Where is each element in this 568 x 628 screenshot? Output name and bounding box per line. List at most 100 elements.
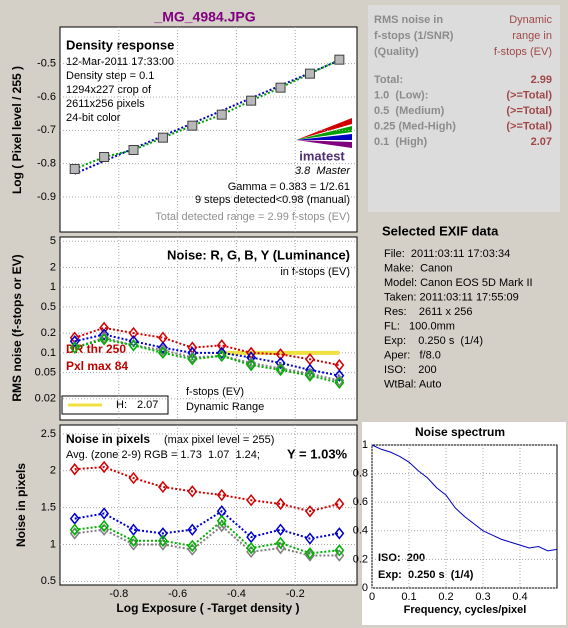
pixel-max: Pxl max 84 <box>66 359 128 373</box>
exif-line: WtBal: Auto <box>384 378 441 390</box>
marker <box>334 54 345 65</box>
marker <box>275 497 286 511</box>
exif-line: ISO: 200 <box>384 364 437 376</box>
summary-label: 0.1 (High) <box>374 136 428 148</box>
exif-line: File: 2011:03:11 17:03:34 <box>384 248 510 260</box>
marker <box>187 120 198 131</box>
y-tick-label: 5 <box>50 235 56 247</box>
panel-title: Noise in pixels <box>66 432 150 446</box>
y-tick-label: 0.05 <box>35 367 56 379</box>
exif-line: Res: 2611 x 256 <box>384 306 472 318</box>
marker <box>334 527 345 540</box>
legend-label: H: <box>116 399 127 411</box>
y-tick-label: 0.1 <box>41 347 56 359</box>
marker <box>304 505 315 518</box>
marker <box>334 549 345 562</box>
range-text: Total detected range = 2.99 f-stops (EV) <box>155 211 350 223</box>
avg-text: Avg. (zone 2-9) RGB = 1.73 1.07 1.24; <box>66 449 260 461</box>
note: 24-bit color <box>66 112 121 124</box>
marker <box>304 532 315 545</box>
series-line <box>371 444 558 552</box>
marker <box>304 68 315 79</box>
x-tick-label: 0.1 <box>401 591 416 603</box>
marker <box>334 544 345 557</box>
x-tick-label: 0.3 <box>475 591 490 603</box>
marker <box>99 507 110 520</box>
series-line <box>74 510 340 540</box>
summary-header: (Quality) <box>374 46 419 58</box>
logo-wedge <box>296 134 352 140</box>
summary-value: (>=Total) <box>506 105 552 117</box>
marker <box>157 132 168 143</box>
y-tick-label: 1 <box>50 281 56 293</box>
marker <box>187 539 198 553</box>
marker <box>157 343 168 357</box>
y-tick-label: 0 <box>362 582 368 594</box>
marker <box>69 341 80 354</box>
y-tick-label: 0.8 <box>353 468 368 480</box>
version: 3.8 Master <box>295 165 351 177</box>
summary-label: 0.25 (Med-High) <box>374 120 456 132</box>
series-line <box>74 326 340 367</box>
marker <box>187 353 198 366</box>
marker <box>334 376 345 389</box>
y-tick-label: 1 <box>50 538 56 550</box>
y-tick-label: 1.5 <box>41 501 56 513</box>
marker <box>334 369 345 382</box>
marker <box>99 333 110 346</box>
x-tick-label: -0.8 <box>109 588 128 600</box>
y-tick-label: 0.5 <box>41 301 56 313</box>
marker <box>216 346 227 360</box>
summary-header: f-stops (1/SNR) <box>374 30 454 42</box>
marker <box>216 349 227 363</box>
y-tick-label: 0.02 <box>35 393 56 405</box>
y-tick-label: 0.2 <box>41 327 56 339</box>
series-line <box>74 524 340 557</box>
series-line <box>74 333 340 377</box>
summary-header: f-stops (EV) <box>494 46 552 58</box>
summary-header: RMS noise in <box>374 14 443 26</box>
x-tick-label: 0.4 <box>512 591 527 603</box>
marker <box>246 358 257 372</box>
marker <box>304 369 315 382</box>
logo-graphic <box>296 118 352 148</box>
y-text: Y = 1.03% <box>287 446 348 461</box>
marker <box>246 494 257 507</box>
marker <box>157 346 168 360</box>
exif-line: FL: 100.0mm <box>384 320 455 332</box>
marker <box>157 341 168 354</box>
y-tick-label: 2.5 <box>41 428 56 440</box>
marker <box>275 523 286 536</box>
marker <box>216 109 227 120</box>
marker <box>128 471 139 485</box>
series-line <box>74 519 340 555</box>
x-tick-label: 0.2 <box>438 591 453 603</box>
marker <box>275 363 286 377</box>
y-tick-label: -0.8 <box>37 158 56 170</box>
y-tick-label: -0.5 <box>37 58 56 70</box>
x-axis-label: Frequency, cycles/pixel <box>404 604 527 616</box>
marker <box>275 536 286 550</box>
marker <box>69 463 80 476</box>
marker <box>334 374 345 387</box>
marker <box>216 488 227 502</box>
y-axis-label: Log ( Pixel level / 255 ) <box>10 66 24 194</box>
dr-label: f-stops (EV) <box>186 386 244 398</box>
gamma-text: Gamma = 0.383 = 1/2.61 <box>228 181 350 193</box>
note: Density step = 0.1 <box>66 70 154 82</box>
exif-line: Aper: f/8.0 <box>384 349 441 361</box>
panel-title: Density response <box>66 37 174 52</box>
y-axis-label: Noise in pixels <box>14 463 28 547</box>
series-line <box>74 336 340 382</box>
y-tick-label: 0.4 <box>353 525 368 537</box>
marker <box>128 326 139 340</box>
exif-line: Taken: 2011:03:11 17:55:09 <box>384 291 519 303</box>
iso-text: ISO: 200 <box>378 552 425 564</box>
marker <box>187 523 198 536</box>
y-tick-label: -0.6 <box>37 91 56 103</box>
summary-label: Total: <box>374 74 403 86</box>
marker <box>275 541 286 555</box>
marker <box>304 367 315 380</box>
marker <box>99 331 110 344</box>
